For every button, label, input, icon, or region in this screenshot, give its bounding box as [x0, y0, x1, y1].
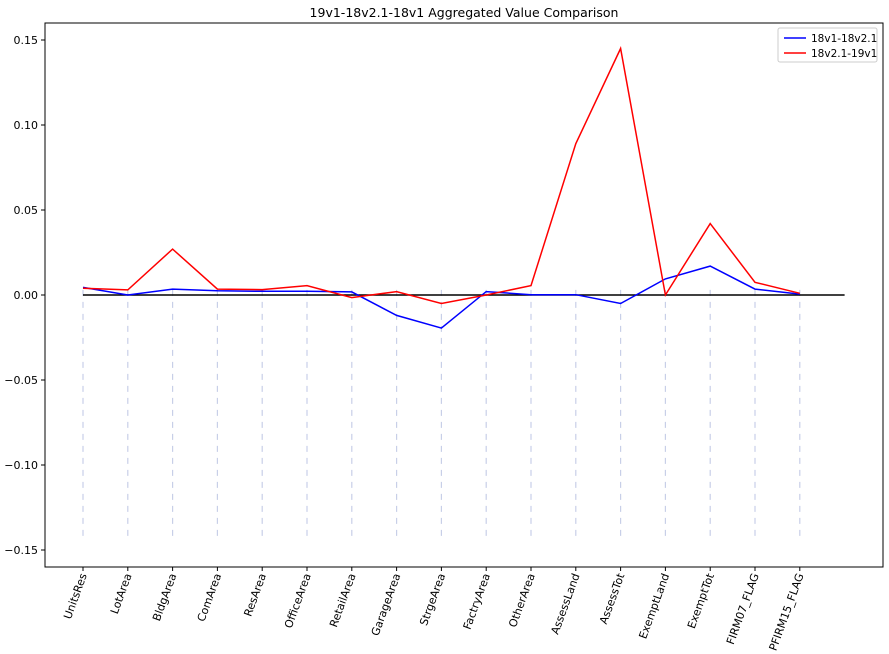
y-axis: −0.15 −0.10 −0.05 0.00 0.05 0.10 0.15	[4, 34, 45, 557]
y-tick-label: 0.05	[14, 204, 39, 217]
series-line	[82, 46, 800, 305]
legend: 18v1-18v2.1 18v2.1-19v1	[777, 27, 878, 63]
legend-label: 18v2.1-19v1	[811, 48, 877, 60]
y-tick-label: 0.00	[14, 289, 39, 302]
chart-title: 19v1-18v2.1-18v1 Aggregated Value Compar…	[310, 5, 619, 20]
series-line	[82, 265, 800, 329]
legend-label: 18v1-18v2.1	[811, 33, 877, 45]
y-tick-label: 0.15	[14, 34, 39, 47]
y-tick-label: 0.10	[14, 119, 39, 132]
y-tick-label: −0.10	[4, 459, 38, 472]
y-tick-label: −0.15	[4, 544, 38, 557]
y-tick-label: −0.05	[4, 374, 38, 387]
plot-area	[82, 46, 845, 542]
